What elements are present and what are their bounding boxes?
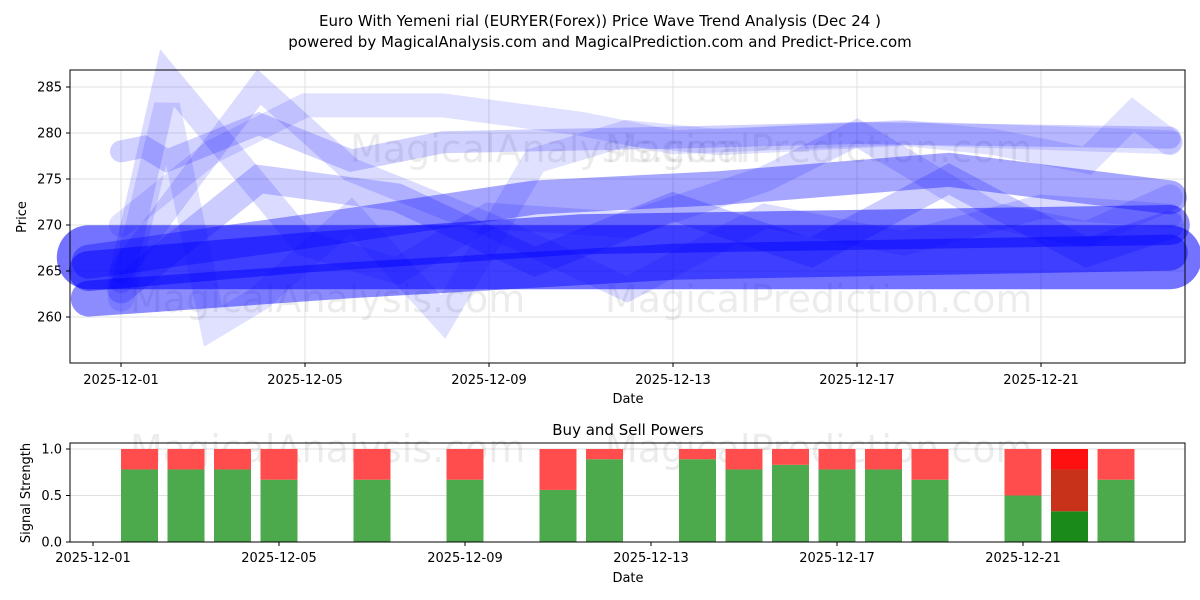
sell-bar [1004, 449, 1042, 496]
wave-line-5 [110, 111, 1181, 173]
plot-frame [69, 442, 1186, 543]
buy-bar [1097, 479, 1135, 542]
buy-bar [1051, 511, 1088, 542]
x-tick-label: 2025-12-01 [83, 373, 159, 388]
buy-bar [586, 459, 623, 542]
x-axis-label: Date [612, 392, 643, 407]
x-tick-label: 2025-12-01 [55, 551, 131, 566]
buy-sell-chart: Buy and Sell Powers MagicalAnalysis.com … [19, 421, 1186, 586]
buy-bar [539, 489, 577, 542]
buy-bar [772, 464, 809, 542]
sell-bar [121, 449, 158, 470]
sell-bar [539, 449, 577, 490]
sell-bar [1051, 449, 1088, 470]
sell-bar [772, 449, 809, 465]
sell-bar [353, 449, 391, 480]
y-tick-label: 0.0 [41, 536, 62, 551]
x-tick-label: 2025-12-21 [1003, 373, 1079, 388]
subchart-title: Buy and Sell Powers [552, 421, 704, 439]
y-tick-label: 260 [37, 311, 62, 326]
x-tick-label: 2025-12-13 [635, 373, 711, 388]
y-tick-label: 275 [37, 173, 62, 188]
buy-bar [818, 469, 856, 542]
wave-line-2 [68, 205, 1190, 291]
x-tick-label: 2025-12-09 [427, 551, 503, 566]
x-tick-label: 2025-12-17 [819, 373, 895, 388]
x-tick-label: 2025-12-17 [799, 551, 875, 566]
sell-bar [586, 449, 623, 460]
buy-bar [353, 479, 391, 542]
sell-bar [725, 449, 763, 470]
wave-line-6 [108, 97, 1183, 347]
sell-bar [214, 449, 251, 470]
sell-bar [446, 449, 484, 480]
price-wave-chart: MagicalAnalysis.com MagicalPrediction.co… [15, 49, 1200, 407]
buy-bar [679, 459, 716, 542]
y-tick-label: 265 [37, 265, 62, 280]
buy-bar [1004, 495, 1042, 542]
buy-bar [725, 469, 763, 542]
y-tick-label: 270 [37, 219, 62, 234]
buy-bar [167, 469, 205, 542]
buy-bar [121, 469, 158, 542]
x-tick-label: 2025-12-09 [451, 373, 527, 388]
sell-bar [167, 449, 205, 470]
x-tick-label: 2025-12-05 [241, 551, 317, 566]
y-axis-label: Signal Strength [19, 443, 34, 543]
wave-line-4 [71, 152, 1187, 279]
y-tick-label: 285 [37, 81, 62, 96]
sell-bar [1097, 449, 1135, 480]
y-tick-label: 280 [37, 127, 62, 142]
y-tick-label: 1.0 [41, 443, 62, 458]
buy-bar [214, 469, 251, 542]
sell-bar [865, 449, 902, 470]
x-tick-label: 2025-12-05 [267, 373, 343, 388]
wave-line-9 [107, 163, 1184, 304]
sell-bar [260, 449, 298, 480]
watermark: MagicalPrediction.com [605, 127, 1033, 171]
sell-bar [818, 449, 856, 470]
wave-line-8 [109, 93, 1182, 237]
chart-title: Euro With Yemeni rial (EURYER(Forex)) Pr… [319, 12, 881, 30]
y-tick-label: 0.5 [41, 489, 62, 504]
wave-line-3 [70, 234, 1188, 317]
buy-bar [911, 479, 949, 542]
plot-frame [69, 69, 1186, 364]
buy-bar [865, 469, 902, 542]
buy-bar [260, 479, 298, 542]
x-tick-label: 2025-12-21 [985, 551, 1061, 566]
y-axis-label: Price [15, 201, 30, 233]
wave-line-7 [108, 49, 1183, 294]
sell-bar-mid [1051, 469, 1088, 512]
x-axis-label: Date [612, 571, 643, 586]
watermark: MagicalAnalysis.com [350, 127, 745, 171]
sell-bar [911, 449, 949, 480]
chart-subtitle: powered by MagicalAnalysis.com and Magic… [288, 33, 912, 51]
buy-bar [446, 479, 484, 542]
sell-bar [679, 449, 716, 460]
wave-line-10 [109, 69, 1182, 303]
x-tick-label: 2025-12-13 [613, 551, 689, 566]
